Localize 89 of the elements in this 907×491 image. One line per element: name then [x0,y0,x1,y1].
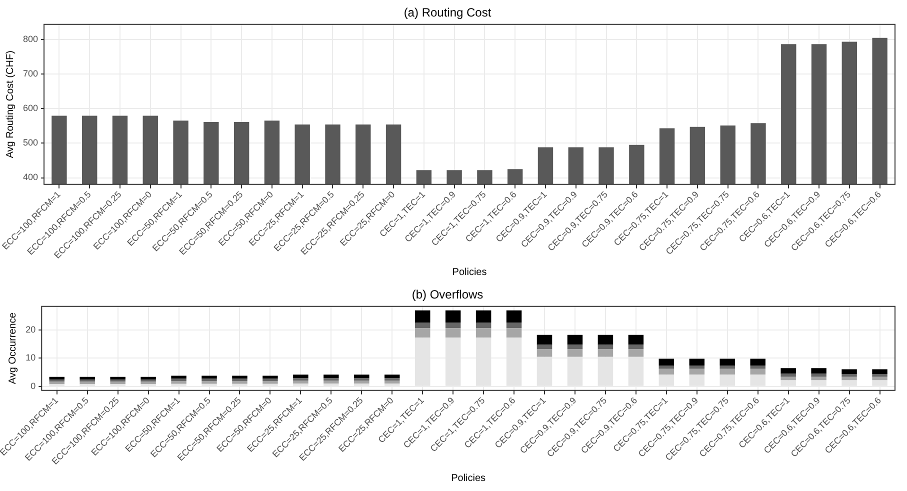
bar [414,322,430,328]
bar [598,349,614,357]
bar [110,376,126,380]
y-tick-label: 20 [26,324,36,335]
bar [842,369,857,374]
bar [384,374,400,378]
y-tick-label: 600 [22,103,38,114]
y-tick-label: 700 [22,68,38,78]
bar [567,334,583,345]
bar [171,381,186,384]
bar [202,381,217,384]
bar [689,358,705,366]
y-tick-label: 0 [30,380,36,391]
bar [628,344,644,350]
bar [750,368,766,375]
bar [80,376,95,380]
bar [445,322,461,328]
bar [750,366,766,369]
bar [780,368,796,374]
bar [842,374,857,377]
bar [689,366,705,369]
bar [811,368,826,374]
bar [658,358,674,366]
bar [293,374,308,378]
bar [232,376,248,379]
bar [140,382,156,384]
y-axis-title: Avg Routing Cost (CHF) [4,50,16,158]
bar [628,349,644,357]
bar [811,374,826,377]
bar [140,376,156,380]
chart-title: (b) Overflows [412,288,484,302]
bar [506,310,522,322]
bar [354,380,370,384]
bar [232,378,248,382]
bar [506,328,522,338]
bar [110,382,126,384]
y-tick-label: 500 [22,138,38,148]
bar [262,378,278,382]
bar [414,310,430,322]
bar [780,376,796,380]
bar [445,310,461,322]
bar [49,382,64,384]
bar [720,366,735,369]
bar [202,378,217,382]
bar [384,380,400,384]
bar [293,380,308,384]
bar [262,376,278,379]
bar [80,382,95,384]
bar [414,328,430,338]
y-tick-label: 400 [22,172,38,182]
bar [536,334,552,345]
bar [628,334,644,345]
bar [658,368,674,375]
bar [536,344,552,350]
bar [811,376,826,380]
bar [536,349,552,357]
bar [689,368,705,375]
chart-title: (a) Routing Cost [404,6,492,20]
bar [872,374,888,377]
bar [872,376,888,380]
bar [476,328,492,338]
bar [872,369,888,374]
bar [720,368,735,375]
bar [354,374,370,378]
bar [658,366,674,369]
bar [171,378,186,382]
bar [598,344,614,350]
y-axis-title: Avg Occurrence [7,312,18,384]
bar [445,328,461,338]
bar [506,322,522,328]
bar [171,376,186,379]
x-axis-title: Policies [452,266,487,278]
y-tick-label: 10 [26,352,36,363]
y-tick-label: 800 [22,34,38,44]
bar [598,334,614,345]
bar [720,358,735,366]
bar [202,376,217,379]
bar [780,374,796,377]
bar [476,310,492,322]
bar [842,376,857,380]
bar [324,380,339,384]
bar [476,322,492,328]
bar [262,381,278,384]
bar [324,374,339,378]
bar [232,381,248,384]
bar [567,349,583,357]
bar [567,344,583,350]
x-axis-title: Policies [451,472,486,484]
bar [750,358,766,366]
